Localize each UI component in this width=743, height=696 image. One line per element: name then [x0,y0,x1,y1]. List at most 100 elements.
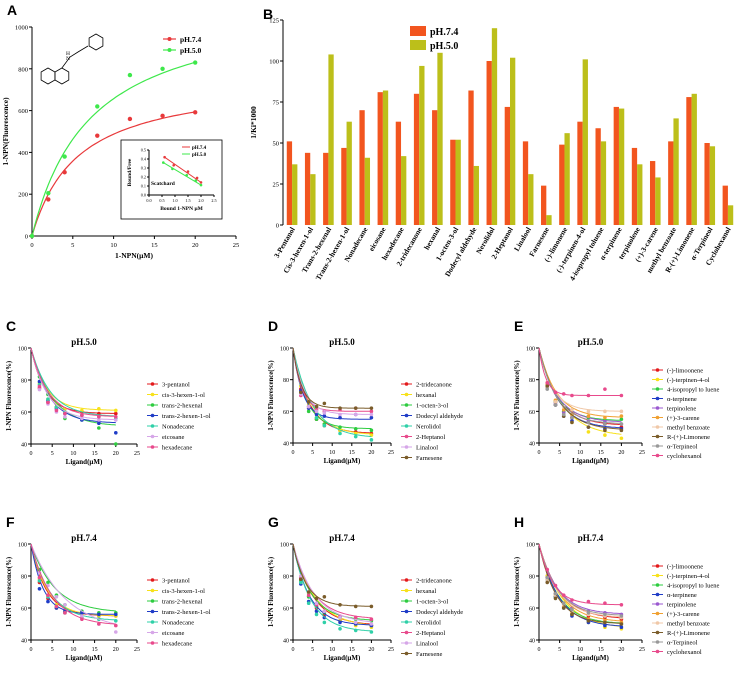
data-point [561,593,566,597]
legend-label: hexanal [416,392,436,399]
legend-marker [150,578,155,582]
bar [486,61,492,225]
y-tick-label: 80 [21,575,27,581]
data-point [114,623,118,628]
data-point [46,400,50,405]
y-tick-label: 0 [25,234,28,241]
y-axis-label: 1-NPN Fluorescence(%) [514,360,521,430]
panel-title: pH.7.4 [71,533,97,543]
legend-label: R-(+)-Limonene [667,434,710,441]
data-point [619,414,624,418]
legend-marker [404,599,409,603]
legend-marker [150,588,155,593]
panel-title: pH.5.0 [578,337,604,347]
legend-label: 3-pentanol [162,578,190,585]
bar [364,157,371,225]
x-tick-label: 10 [329,450,335,456]
inset-y-tick-label: 0.3 [141,166,146,171]
legend-marker [655,564,660,568]
data-point [314,404,319,409]
fit-curve [30,347,116,417]
legend-marker [150,599,155,603]
inset-y-tick-label: 0.0 [141,193,146,198]
fit-curve [292,543,372,632]
x-axis-label: Ligand(μM) [66,654,103,662]
data-point [545,580,550,585]
bar [401,156,407,225]
x-tick-label: 25 [639,647,645,653]
inset-data-point [199,181,203,184]
x-tick-label: 25 [388,647,394,653]
data-point [619,625,624,629]
fit-curve [538,347,622,424]
data-point [29,233,35,239]
naphthalene-ring [54,67,70,85]
data-point [338,431,342,436]
bar [600,141,607,225]
legend-label: R-(+)-Limonene [667,630,710,637]
data-point [46,190,51,196]
legend-marker [404,641,409,645]
panel-D: DpH.5.0 0 5 10 15 20 25 40 60 80 100 Ligand(μM) 1-NP… [268,318,463,465]
legend-marker [404,630,409,635]
bar [473,165,479,225]
fit-curve [292,347,372,429]
x-tick-label: 5 [51,451,54,457]
data-point [306,590,311,594]
data-point [619,622,624,626]
data-point [37,579,42,583]
inset-y-axis-label: Bound/Free [127,158,133,186]
legend-marker [150,620,155,624]
data-point [63,415,67,419]
data-point [114,418,118,422]
bar [577,121,583,225]
bar [546,215,552,225]
panel-title: pH.7.4 [578,533,604,543]
data-point [338,627,342,631]
bar [559,144,565,225]
x-tick-label: 0 [30,242,33,249]
panel-label: H [514,514,524,530]
y-axis-label: 1-NPN Fluorescence(%) [6,361,13,431]
x-axis-label: 1-NPN(μM) [115,251,153,260]
panel-title: pH.7.4 [329,533,355,543]
data-point [97,421,101,426]
fit-curve [30,543,116,615]
legend-marker [655,425,660,429]
bar [304,152,311,225]
panel-label: E [514,318,523,334]
panel-B: B02550751001251/Ki*10003-PentanolCis-3-h… [249,6,734,282]
data-point [353,620,358,625]
bar [510,57,516,225]
bar [328,54,334,225]
legend-label: (+)-3-carene [667,611,700,618]
legend-label: hexadecane [162,641,192,648]
data-point [586,414,591,418]
y-tick-label: 80 [529,378,535,384]
data-point [369,433,374,437]
panel-G: GpH.7.4 0 5 10 15 20 25 40 60 80 100 Ligand(μM) 1-NP… [268,514,463,662]
legend-label: pH.5.0 [180,46,202,55]
x-tick-label: 5 [71,242,74,249]
inset-x-tick-label: 2.5 [211,198,216,203]
data-point [54,595,59,599]
data-point [193,110,198,115]
bar [419,65,425,225]
legend-marker [404,424,409,428]
fit-curve [30,543,116,625]
legend-label: pH.5.0 [430,41,458,52]
data-point [619,428,624,433]
x-tick-label: 15 [598,450,604,456]
fit-curve [30,347,116,421]
data-point [80,413,84,418]
data-point [369,428,374,433]
data-point [570,612,574,617]
x-tick-label: 5 [51,647,54,653]
data-point [603,601,607,605]
legend-label: terpinolene [667,602,696,609]
legend-label: hexadecane [162,445,192,452]
fit-curve [30,543,116,612]
bar [395,121,402,225]
bar [618,108,625,225]
x-tick-label: 15 [349,647,355,653]
